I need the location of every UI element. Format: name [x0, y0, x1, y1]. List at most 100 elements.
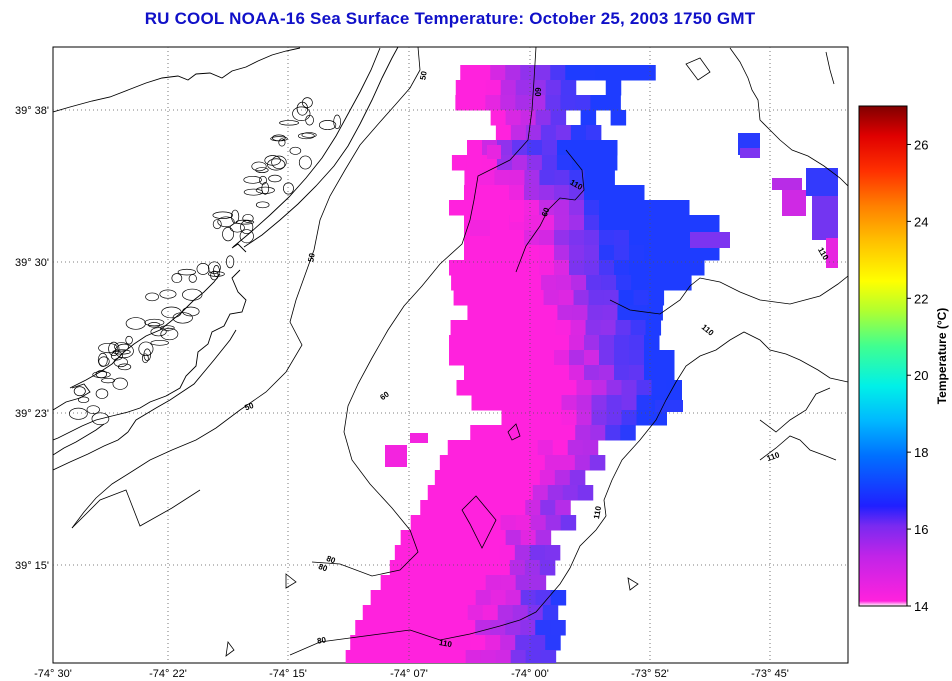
colorbar-tick-label: 22: [914, 291, 928, 306]
sst-pixel: [516, 395, 532, 411]
sst-pixel: [614, 335, 630, 351]
sst-pixel: [500, 635, 516, 651]
sst-pixel: [599, 200, 615, 216]
sst-pixel: [554, 335, 570, 351]
sst-pixel: [659, 200, 675, 216]
sst-pixel: [689, 260, 705, 276]
marsh-island: [188, 274, 197, 283]
sst-pixel: [479, 170, 495, 186]
sst-pixel: [479, 260, 495, 276]
sst-pixel: [636, 410, 652, 426]
sst-pixel: [610, 110, 627, 126]
sst-pixel: [560, 425, 576, 441]
sst-pixel: [449, 200, 465, 216]
sst-pixel: [542, 605, 559, 621]
sst-pixel: [410, 433, 428, 443]
marsh-island: [98, 356, 110, 367]
sst-pixel: [554, 365, 570, 381]
sst-pixel: [644, 230, 660, 246]
sst-pixel: [407, 605, 424, 621]
sst-pixel: [545, 425, 561, 441]
sst-pixel: [614, 200, 630, 216]
sst-pixel: [509, 245, 525, 261]
sst-pixel: [605, 425, 621, 441]
contour-label: 110: [766, 450, 782, 463]
sst-pixel: [524, 215, 540, 231]
colorbar-tick-label: 26: [914, 137, 928, 152]
sst-pixel: [509, 335, 525, 351]
sst-pixel: [577, 485, 594, 501]
marsh-island: [207, 271, 225, 277]
sst-pixel: [415, 530, 432, 546]
sst-pixel: [550, 620, 566, 636]
marsh-island: [77, 396, 90, 404]
sst-pixel: [541, 155, 558, 171]
graticule: [53, 47, 848, 663]
sst-pixel: [547, 485, 564, 501]
sst-pixel: [420, 500, 436, 516]
sst-pixel: [525, 650, 542, 663]
sst-pixel: [567, 440, 584, 456]
sst-pixel: [512, 605, 529, 621]
sst-pixel: [470, 95, 486, 111]
marsh-island: [240, 220, 254, 235]
sst-pixel: [464, 365, 480, 381]
marsh-island: [208, 261, 221, 274]
sst-pixel: [636, 395, 652, 411]
marsh-island: [125, 335, 133, 345]
sst-pixel: [524, 365, 540, 381]
marsh-island: [150, 339, 169, 346]
marsh-island: [110, 351, 123, 361]
sst-pixel: [486, 395, 502, 411]
marsh-island: [222, 227, 234, 242]
sst-pixel: [674, 200, 690, 216]
sst-pixel: [490, 530, 507, 546]
sst-pixel: [405, 650, 422, 663]
sst-pixel: [475, 65, 491, 81]
sst-pixel: [490, 65, 506, 81]
contour-label: 60: [540, 206, 552, 218]
sst-pixel: [651, 410, 667, 426]
sst-pixel: [435, 500, 451, 516]
sst-pixel: [599, 335, 615, 351]
sst-pixel: [499, 545, 516, 561]
sst-pixel: [648, 290, 665, 306]
marsh-island: [292, 106, 311, 121]
marsh-island: [267, 158, 286, 171]
sst-pixel: [539, 200, 555, 216]
sst-pixel: [410, 515, 427, 531]
sst-pixel: [584, 170, 600, 186]
sst-pixel: [629, 185, 645, 201]
sst-pixel: [427, 485, 444, 501]
sst-pixel: [561, 410, 577, 426]
sst-pixel: [479, 245, 495, 261]
sst-pixel: [512, 140, 528, 156]
sst-pixel: [512, 305, 528, 321]
sst-pixel: [631, 275, 647, 291]
sst-pixel: [500, 515, 517, 531]
sst-pixel: [456, 380, 472, 396]
sst-pixel: [470, 425, 486, 441]
contour-label: 80: [325, 554, 337, 566]
marsh-island: [161, 306, 182, 319]
sst-pixel: [555, 320, 572, 336]
sst-pixel: [601, 275, 617, 291]
sst-pixel: [522, 440, 539, 456]
sst-pixel: [419, 560, 436, 576]
sst-pixel: [457, 485, 474, 501]
sst-pixel: [485, 95, 501, 111]
sst-pixel: [460, 530, 477, 546]
sst-pixel: [629, 200, 645, 216]
sst-pixel: [505, 110, 522, 126]
sst-pixel: [580, 65, 596, 81]
sst-pixel: [499, 455, 516, 471]
sst-pixel: [539, 335, 555, 351]
sst-pixel: [644, 200, 660, 216]
sst-pixel: [451, 275, 467, 291]
lon-tick-label: -73° 45': [751, 668, 789, 680]
sst-pixel: [565, 65, 581, 81]
sst-pixel: [480, 320, 497, 336]
sst-pixel: [505, 65, 521, 81]
sst-pixel: [535, 110, 552, 126]
sst-pixel: [362, 605, 379, 621]
